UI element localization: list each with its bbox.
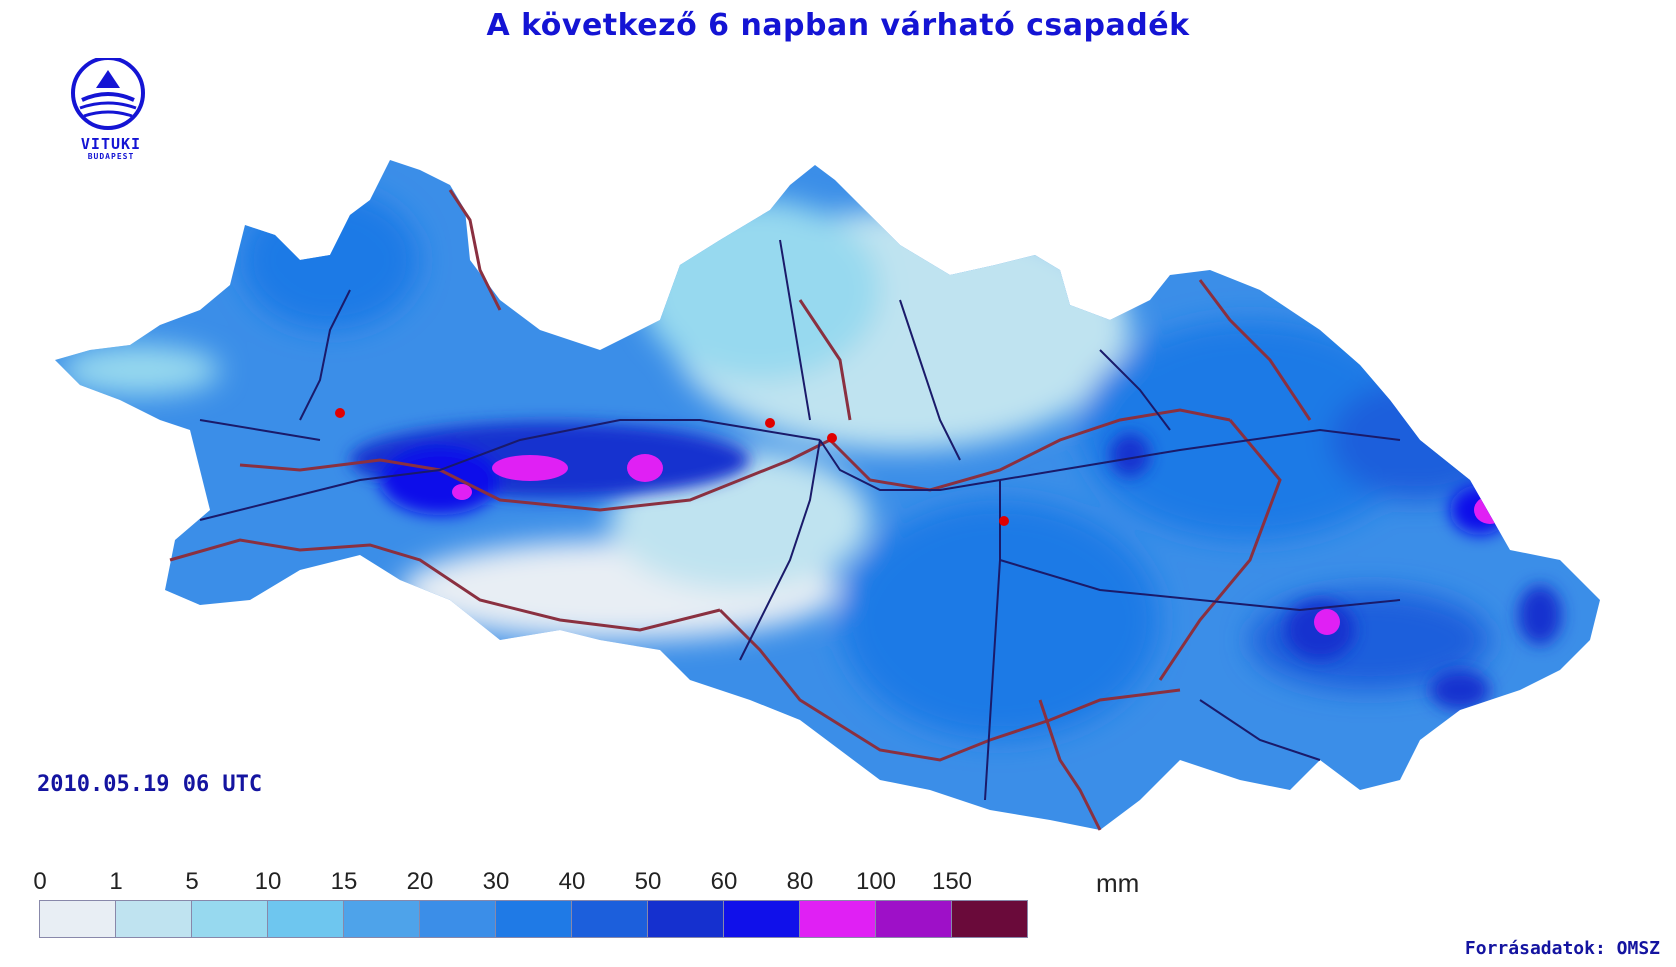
legend-tick-label: 60 <box>710 868 738 895</box>
legend-swatch <box>495 900 572 938</box>
legend-tick-label: 40 <box>558 868 586 895</box>
logo-text: VITUKI <box>80 135 142 153</box>
legend-swatch <box>39 900 116 938</box>
legend-tick-label: 20 <box>406 868 434 895</box>
legend-tick-label: 30 <box>482 868 510 895</box>
legend-swatch <box>951 900 1028 938</box>
legend-tick-label: 80 <box>786 868 814 895</box>
legend-tick-label: 100 <box>855 868 897 895</box>
country-borders <box>169 189 1312 831</box>
legend-tick-label: 0 <box>33 868 47 895</box>
data-source: Forrásadatok: OMSZ <box>1464 938 1660 959</box>
legend-swatch <box>571 900 648 938</box>
rivers <box>199 239 1401 801</box>
legend-swatch <box>799 900 876 938</box>
station-markers <box>335 408 1009 526</box>
legend-swatch <box>875 900 952 938</box>
map-title: A következő 6 napban várható csapadék <box>486 8 1190 43</box>
legend-swatch <box>343 900 420 938</box>
vituki-logo <box>71 58 145 130</box>
legend-swatch <box>723 900 800 938</box>
legend-tick-label: 10 <box>254 868 282 895</box>
legend-swatch <box>647 900 724 938</box>
legend-swatch <box>419 900 496 938</box>
legend-tick-label: 5 <box>185 868 199 895</box>
forecast-timestamp: 2010.05.19 06 UTC <box>37 772 263 797</box>
legend-tick-label: 1 <box>109 868 123 895</box>
legend-tick-label: 15 <box>330 868 358 895</box>
color-legend <box>39 900 1028 940</box>
legend-swatch <box>191 900 268 938</box>
legend-unit: mm <box>1096 868 1140 898</box>
legend-tick-label: 150 <box>931 868 973 895</box>
legend-tick-label: 50 <box>634 868 662 895</box>
legend-swatch <box>267 900 344 938</box>
logo-subtext: BUDAPEST <box>87 152 135 161</box>
legend-swatch <box>115 900 192 938</box>
